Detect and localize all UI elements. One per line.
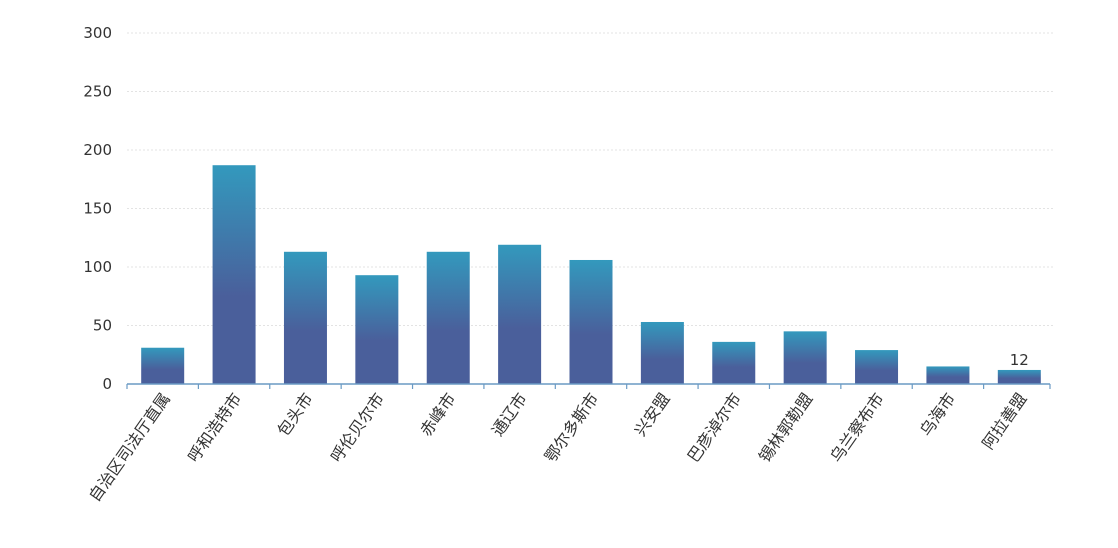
bar xyxy=(640,321,684,384)
x-tick-label: 呼伦贝尔市 xyxy=(327,389,388,465)
y-tick-label: 100 xyxy=(83,258,112,276)
y-tick-label: 50 xyxy=(93,317,112,335)
x-tick-label: 乌海市 xyxy=(916,389,959,439)
bar xyxy=(283,251,327,384)
data-labels: 12 xyxy=(1010,351,1029,369)
x-tick-label: 乌兰察布市 xyxy=(826,389,887,465)
x-tick-label: 巴彦淖尔市 xyxy=(684,389,745,465)
bar xyxy=(212,165,256,384)
x-tick-label: 锡林郭勒盟 xyxy=(755,389,816,465)
bar xyxy=(926,366,970,384)
y-tick-label: 0 xyxy=(102,375,112,393)
x-tick-label: 鄂尔多斯市 xyxy=(541,389,602,465)
x-tick-label: 包头市 xyxy=(274,389,317,439)
bar xyxy=(498,244,542,384)
x-tick-label: 赤峰市 xyxy=(416,389,459,439)
y-axis-ticks: 0 50 100 150 200 250 300 xyxy=(83,24,112,393)
y-tick-label: 250 xyxy=(83,83,112,101)
bar xyxy=(712,341,756,384)
bar xyxy=(355,275,399,384)
x-tick-label: 通辽市 xyxy=(488,389,531,439)
x-axis xyxy=(126,383,1051,389)
bar xyxy=(569,259,613,384)
x-tick-label: 呼和浩特市 xyxy=(184,389,245,465)
y-tick-label: 150 xyxy=(83,200,112,218)
bars xyxy=(141,165,1041,384)
bar xyxy=(141,347,185,384)
x-tick-label: 自治区司法厅直属 xyxy=(85,389,174,505)
bar xyxy=(997,369,1041,384)
data-label: 12 xyxy=(1010,351,1029,369)
bar xyxy=(855,350,899,384)
x-axis-labels: 自治区司法厅直属 呼和浩特市 包头市 呼伦贝尔市 赤峰市 通辽市 鄂尔多斯市 兴安盟 巴彦淖尔市… xyxy=(85,389,1031,505)
y-tick-label: 200 xyxy=(83,141,112,159)
bar xyxy=(426,251,470,384)
bar xyxy=(783,331,827,384)
x-tick-label: 阿拉善盟 xyxy=(978,389,1030,452)
y-tick-label: 300 xyxy=(83,24,112,42)
x-tick-label: 兴安盟 xyxy=(631,389,674,439)
